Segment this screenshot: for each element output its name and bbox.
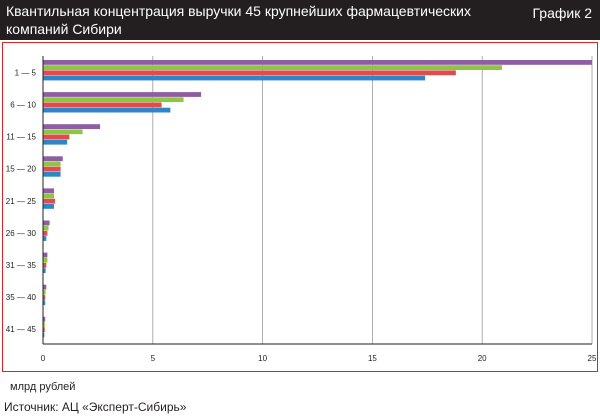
bar (43, 65, 502, 70)
x-tick-label: 25 (588, 354, 597, 363)
bar (43, 236, 47, 241)
chart-header: Квантильная концентрация выручки 45 круп… (0, 0, 600, 40)
bar (43, 322, 45, 327)
bar (43, 198, 56, 204)
y-category-label: 11 — 15 (6, 133, 36, 142)
bar (43, 252, 48, 258)
bar (43, 230, 48, 236)
x-tick-label: 10 (258, 354, 267, 363)
x-tick-label: 0 (41, 354, 46, 363)
bar (43, 295, 46, 300)
bar (43, 156, 63, 162)
bar (43, 204, 54, 209)
chart-title: Квантильная концентрация выручки 45 круп… (6, 3, 471, 37)
bar (43, 327, 45, 332)
bar (43, 263, 47, 268)
bar (43, 332, 45, 338)
bar (43, 225, 49, 231)
source-note: Источник: АЦ «Эксперт-Сибирь» (4, 400, 187, 414)
bar (43, 124, 101, 129)
bar (43, 268, 46, 273)
bar (43, 75, 426, 81)
bar (43, 289, 46, 295)
x-tick-label: 20 (478, 354, 487, 363)
y-category-label: 21 — 25 (6, 197, 37, 206)
x-tick-label: 15 (368, 354, 377, 363)
bar (43, 193, 54, 199)
y-category-label: 1 — 5 (15, 68, 37, 77)
y-category-label: 35 — 40 (6, 293, 37, 302)
y-category-label: 6 — 10 (10, 101, 36, 110)
y-category-label: 31 — 35 (6, 261, 37, 270)
y-category-label: 15 — 20 (6, 165, 37, 174)
bar (43, 316, 46, 322)
bar (43, 129, 83, 135)
bar (43, 161, 61, 167)
bar (43, 284, 47, 290)
bar (43, 134, 70, 140)
bar (43, 166, 61, 172)
x-tick-label: 5 (151, 354, 156, 363)
bar (43, 107, 171, 113)
x-axis-unit-label: млрд рублей (10, 381, 76, 393)
bar (43, 220, 50, 226)
bar (43, 97, 184, 103)
y-category-label: 41 — 45 (6, 325, 37, 334)
chart-frame (2, 42, 598, 372)
bar (43, 171, 61, 177)
bar (43, 70, 456, 76)
chart-number-label: График 2 (532, 5, 592, 21)
bar (43, 102, 162, 108)
bar (43, 188, 54, 194)
y-category-label: 26 — 30 (6, 229, 37, 238)
bar (43, 92, 202, 97)
bar (43, 60, 592, 65)
bar (43, 139, 68, 145)
bar (43, 300, 46, 306)
bar (43, 257, 48, 263)
